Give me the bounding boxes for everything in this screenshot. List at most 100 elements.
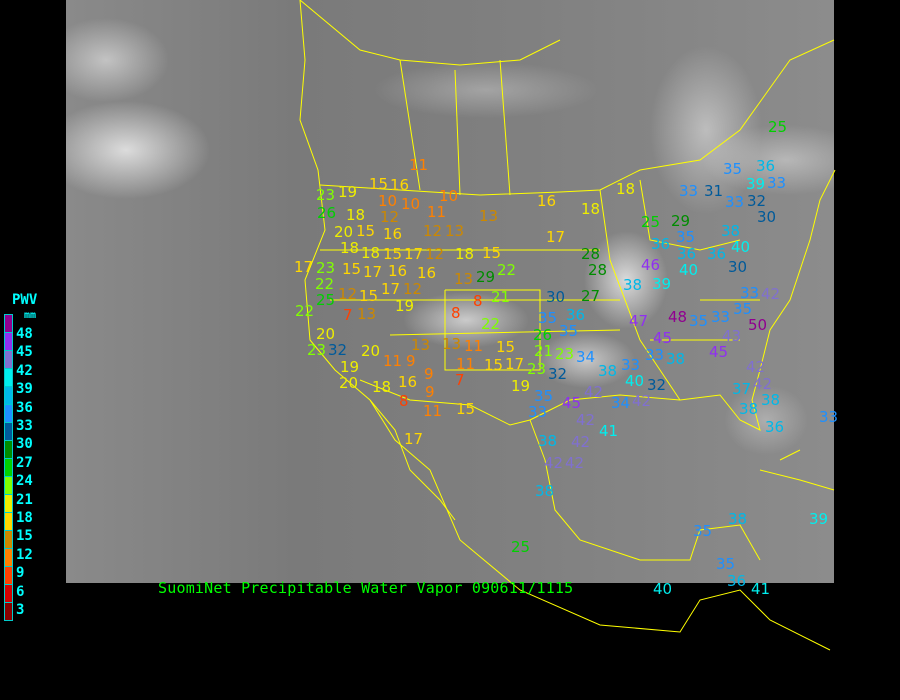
- legend-swatch: [4, 566, 13, 585]
- station-pwv-value: 18: [372, 378, 392, 396]
- station-pwv-value: 42: [571, 433, 591, 451]
- legend-swatch: [4, 548, 13, 567]
- station-pwv-value: 19: [340, 358, 360, 376]
- station-pwv-value: 33: [528, 403, 548, 421]
- station-pwv-value: 32: [548, 365, 568, 383]
- boundary-line: [599, 189, 681, 401]
- station-pwv-value: 16: [398, 373, 418, 391]
- boundary-line: [359, 379, 531, 426]
- legend-label: 27: [16, 454, 33, 471]
- station-pwv-value: 29: [476, 268, 496, 286]
- station-pwv-value: 22: [295, 302, 315, 320]
- station-pwv-value: 35: [716, 555, 736, 573]
- station-pwv-value: 16: [388, 262, 408, 280]
- station-pwv-value: 35: [538, 309, 558, 327]
- station-pwv-value: 36: [765, 418, 785, 436]
- station-pwv-value: 45: [653, 329, 673, 347]
- station-pwv-value: 40: [731, 238, 751, 256]
- station-pwv-value: 12: [338, 285, 358, 303]
- station-pwv-value: 28: [581, 245, 601, 263]
- station-pwv-value: 36: [756, 157, 776, 175]
- station-pwv-value: 20: [361, 342, 381, 360]
- station-pwv-value: 36: [677, 245, 697, 263]
- station-pwv-value: 42: [746, 358, 766, 376]
- station-pwv-value: 36: [727, 572, 747, 590]
- legend-swatch: [4, 476, 13, 495]
- station-pwv-value: 17: [404, 430, 424, 448]
- station-pwv-value: 12: [403, 280, 423, 298]
- legend-label: 18: [16, 510, 33, 526]
- station-pwv-value: 36: [651, 235, 671, 253]
- station-pwv-value: 43: [722, 327, 742, 345]
- station-pwv-value: 35: [676, 228, 696, 246]
- station-pwv-value: 33: [819, 408, 839, 426]
- legend-swatch: [4, 404, 13, 423]
- station-pwv-value: 27: [581, 287, 601, 305]
- station-pwv-value: 11: [383, 352, 403, 370]
- legend-swatch: [4, 458, 13, 477]
- station-pwv-value: 38: [761, 391, 781, 409]
- station-pwv-value: 25: [511, 538, 531, 556]
- station-pwv-value: 17: [404, 245, 424, 263]
- station-pwv-value: 15: [482, 244, 502, 262]
- station-pwv-value: 22: [315, 275, 335, 293]
- station-pwv-value: 42: [761, 285, 781, 303]
- legend-label: 30: [16, 436, 33, 453]
- legend-label: 15: [16, 528, 33, 545]
- station-pwv-value: 11: [423, 402, 443, 420]
- legend-label: 3: [16, 602, 25, 618]
- station-pwv-value: 11: [427, 203, 447, 221]
- station-pwv-value: 38: [623, 276, 643, 294]
- station-pwv-value: 18: [581, 200, 601, 218]
- satellite-image: [66, 0, 834, 583]
- station-pwv-value: 30: [757, 208, 777, 226]
- legend-label: 33: [16, 418, 33, 434]
- legend-unit: mm: [24, 310, 37, 321]
- station-pwv-value: 38: [739, 400, 759, 418]
- station-pwv-value: 50: [748, 316, 768, 334]
- boundary-line: [454, 69, 461, 196]
- legend-swatch: [4, 314, 13, 333]
- station-pwv-value: 17: [505, 355, 525, 373]
- station-pwv-value: 29: [671, 212, 691, 230]
- station-pwv-value: 20: [316, 325, 336, 343]
- boundary-line: [444, 289, 541, 371]
- station-pwv-value: 15: [383, 245, 403, 263]
- station-pwv-value: 10: [378, 192, 398, 210]
- station-pwv-value: 15: [369, 175, 389, 193]
- station-pwv-value: 25: [641, 213, 661, 231]
- station-pwv-value: 33: [711, 308, 731, 326]
- station-pwv-value: 22: [497, 261, 517, 279]
- boundary-line: [299, 0, 561, 66]
- station-pwv-value: 20: [339, 374, 359, 392]
- legend-label: 24: [16, 473, 33, 490]
- station-pwv-value: 12: [425, 245, 445, 263]
- boundary-line: [499, 59, 511, 196]
- legend-swatch: [4, 584, 13, 603]
- station-pwv-value: 45: [562, 394, 582, 412]
- station-pwv-value: 13: [411, 336, 431, 354]
- station-pwv-value: 38: [721, 222, 741, 240]
- station-pwv-value: 38: [728, 510, 748, 528]
- boundary-line: [544, 459, 761, 561]
- legend-swatch: [4, 368, 13, 387]
- station-pwv-value: 26: [317, 204, 337, 222]
- station-pwv-value: 26: [533, 326, 553, 344]
- legend-swatch: [4, 602, 13, 621]
- station-pwv-value: 33: [645, 346, 665, 364]
- legend-swatch: [4, 494, 13, 513]
- station-pwv-value: 15: [356, 222, 376, 240]
- station-pwv-value: 18: [346, 206, 366, 224]
- legend-swatch: [4, 422, 13, 441]
- station-pwv-value: 36: [566, 306, 586, 324]
- boundary-line: [529, 169, 836, 431]
- boundary-line: [389, 329, 621, 336]
- station-pwv-value: 38: [538, 432, 558, 450]
- boundary-line: [759, 469, 835, 491]
- legend-swatch: [4, 512, 13, 531]
- station-pwv-value: 33: [740, 284, 760, 302]
- legend-swatch: [4, 440, 13, 459]
- station-pwv-value: 11: [464, 337, 484, 355]
- station-pwv-value: 20: [334, 223, 354, 241]
- station-pwv-value: 13: [357, 305, 377, 323]
